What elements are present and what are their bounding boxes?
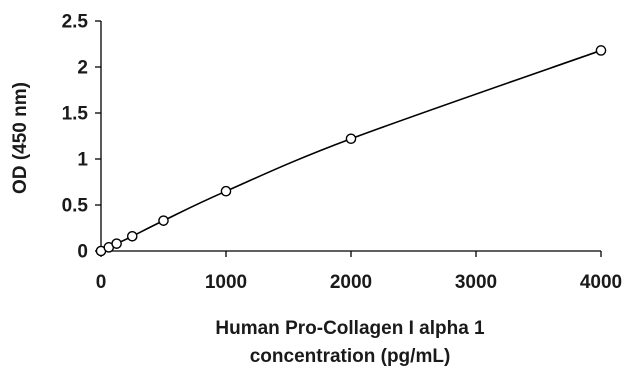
y-tick-label: 1.5: [62, 104, 89, 125]
y-tick-label: 1: [77, 150, 88, 171]
data-point: [220, 185, 232, 197]
data-point: [345, 133, 357, 145]
data-point: [126, 230, 138, 242]
x-tick-label: 3000: [455, 272, 497, 293]
data-point: [595, 45, 607, 56]
data-points: [95, 45, 607, 257]
y-axis-ticks: 0 0.5 1 1.5 2 2.5: [62, 12, 101, 263]
fit-curve: [100, 49, 602, 252]
x-tick-label: 2000: [330, 272, 372, 293]
x-tick-label: 1000: [205, 272, 247, 293]
x-axis-ticks: 0 1000 2000 3000 4000: [96, 251, 622, 293]
y-tick-label: 2.5: [62, 12, 89, 33]
fit-curve-layer: [100, 49, 602, 252]
data-point: [158, 215, 169, 226]
x-axis-title-line-1: Human Pro-Collagen I alpha 1: [215, 318, 485, 339]
x-tick-label: 0: [96, 272, 107, 293]
y-axis-title: OD (450 nm): [10, 82, 31, 194]
x-tick-label: 4000: [580, 272, 622, 293]
y-tick-label: 0: [77, 242, 88, 263]
data-point: [111, 238, 122, 249]
y-tick-label: 2: [77, 58, 88, 79]
x-axis-title-line-2: concentration (pg/mL): [250, 346, 451, 367]
y-tick-label: 0.5: [62, 196, 89, 217]
